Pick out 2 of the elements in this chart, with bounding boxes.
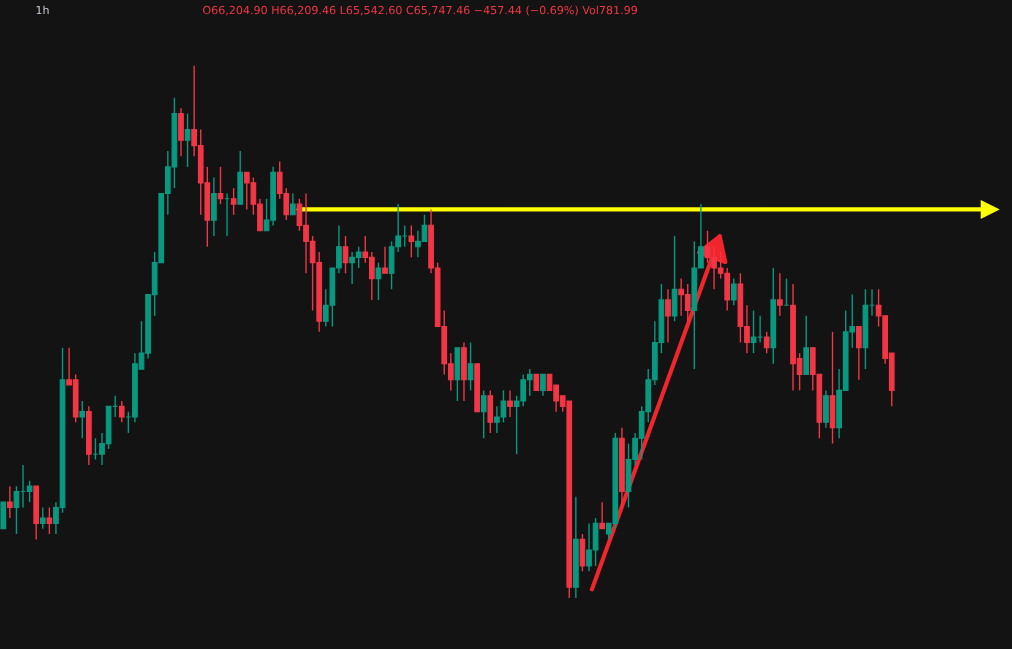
text: O66,204.90 H66,209.46 L65,542.60 C65,747.46 −457.44 (−0.69%) Vol781.99 — [203, 5, 638, 16]
chart-title: 1h — [36, 5, 49, 15]
